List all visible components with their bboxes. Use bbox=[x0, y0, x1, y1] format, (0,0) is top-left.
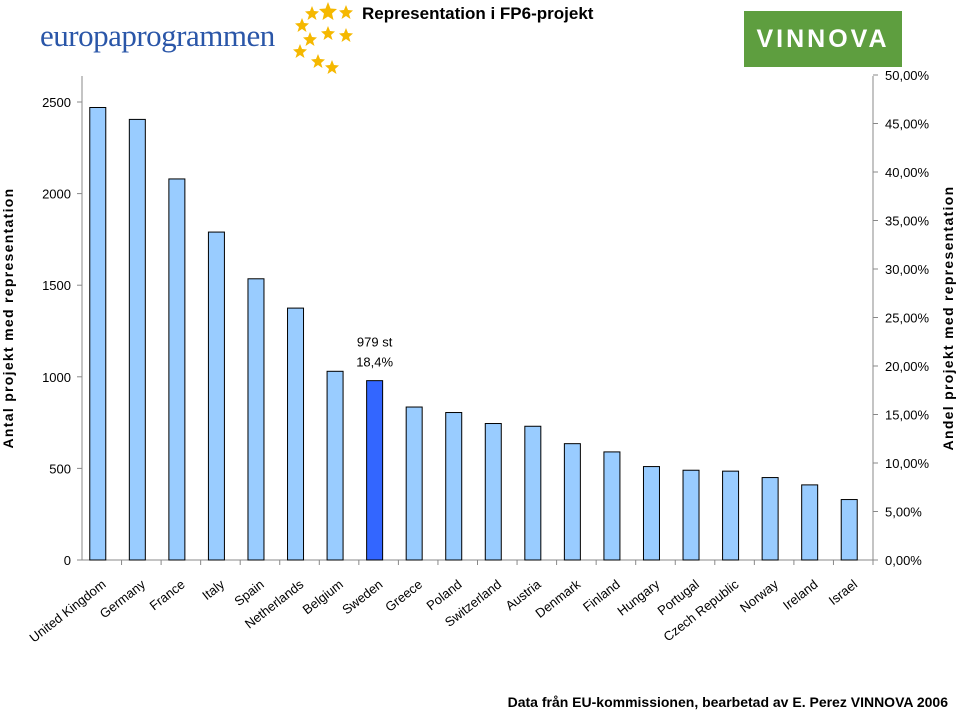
bar bbox=[484, 423, 502, 561]
bar bbox=[168, 178, 186, 561]
europaprogrammen-logo: europaprogrammen bbox=[40, 18, 275, 54]
bar bbox=[840, 499, 858, 561]
bar bbox=[128, 118, 146, 561]
y2-tick-label: 20,00% bbox=[885, 359, 930, 374]
y-tick-label: 2500 bbox=[42, 95, 71, 110]
bar bbox=[761, 477, 779, 561]
category-label: United Kingdom bbox=[26, 577, 108, 646]
y-tick-label: 1000 bbox=[42, 370, 71, 385]
category-label: Italy bbox=[199, 576, 227, 603]
bar bbox=[445, 412, 463, 561]
category-label: Greece bbox=[382, 577, 425, 615]
bar bbox=[247, 278, 265, 561]
category-label: Norway bbox=[737, 576, 781, 615]
annotation-count: 979 st bbox=[357, 335, 393, 350]
bar bbox=[524, 425, 542, 561]
vinnova-logo: VINNOVA bbox=[744, 11, 902, 67]
bar bbox=[642, 466, 660, 561]
category-label: Hungary bbox=[614, 576, 662, 618]
bar bbox=[326, 370, 344, 561]
category-label: Denmark bbox=[532, 576, 583, 621]
category-label: Israel bbox=[826, 576, 860, 607]
y2-tick-label: 5,00% bbox=[885, 505, 922, 520]
chart-title: Representation i FP6-projekt bbox=[362, 4, 594, 23]
eu-stars-logo bbox=[293, 2, 353, 74]
y2-tick-label: 35,00% bbox=[885, 214, 930, 229]
y2-tick-label: 10,00% bbox=[885, 456, 930, 471]
y-tick-label: 500 bbox=[49, 461, 71, 476]
y2-tick-label: 15,00% bbox=[885, 408, 930, 423]
category-label: Ireland bbox=[780, 577, 821, 613]
annotation-share: 18,4% bbox=[356, 355, 393, 370]
bar bbox=[207, 231, 225, 561]
bar bbox=[287, 307, 305, 561]
y2-tick-label: 25,00% bbox=[885, 311, 930, 326]
y2-tick-label: 30,00% bbox=[885, 262, 930, 277]
bar bbox=[89, 106, 107, 561]
category-label: France bbox=[147, 577, 188, 614]
bar bbox=[801, 484, 819, 561]
bar bbox=[366, 380, 384, 561]
bar bbox=[682, 469, 700, 561]
bar bbox=[405, 406, 423, 561]
bar bbox=[563, 443, 581, 561]
bar bbox=[722, 470, 740, 561]
category-label: Sweden bbox=[339, 577, 385, 618]
category-label: Belgium bbox=[300, 577, 346, 618]
vinnova-logo-text: VINNOVA bbox=[756, 25, 890, 53]
y-tick-label: 2000 bbox=[42, 187, 71, 202]
y2-tick-label: 45,00% bbox=[885, 117, 930, 132]
logo-left-text: europaprogrammen bbox=[40, 18, 275, 53]
y2-tick-label: 0,00% bbox=[885, 553, 922, 568]
category-label: Germany bbox=[97, 576, 149, 621]
bar bbox=[603, 451, 621, 561]
y-tick-label: 1500 bbox=[42, 278, 71, 293]
y-tick-label: 0 bbox=[64, 553, 71, 568]
y2-tick-label: 40,00% bbox=[885, 165, 930, 180]
source-footnote: Data från EU-kommissionen, bearbetad av … bbox=[507, 694, 948, 710]
y2-tick-label: 50,00% bbox=[885, 68, 930, 83]
